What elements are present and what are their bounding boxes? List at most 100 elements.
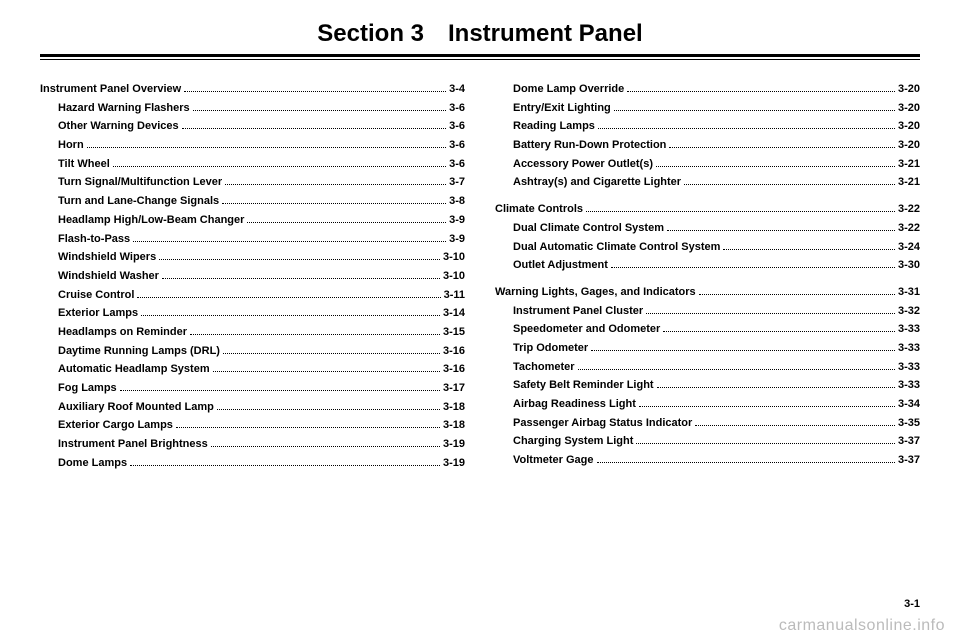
page-title: Section 3 Instrument Panel [40, 20, 920, 48]
toc-page: 3-33 [898, 376, 920, 395]
toc-leader-dots [627, 91, 895, 92]
toc-page: 3-37 [898, 432, 920, 451]
toc-left-column: Instrument Panel Overview 3-4Hazard Warni… [40, 80, 465, 472]
toc-entry: Charging System Light3-37 [495, 432, 920, 451]
toc-entry: Airbag Readiness Light3-34 [495, 395, 920, 414]
toc-entry: Entry/Exit Lighting3-20 [495, 99, 920, 118]
toc-entry: Safety Belt Reminder Light 3-33 [495, 376, 920, 395]
toc-entry: Other Warning Devices3-6 [40, 117, 465, 136]
toc-label: Instrument Panel Overview [40, 80, 181, 99]
toc-entry: Battery Run-Down Protection3-20 [495, 136, 920, 155]
toc-page: 3-33 [898, 320, 920, 339]
toc-heading: Climate Controls3-22 [495, 200, 920, 219]
toc-leader-dots [586, 211, 895, 212]
toc-label: Tachometer [513, 358, 575, 377]
toc-entry: Turn and Lane-Change Signals 3-8 [40, 192, 465, 211]
toc-leader-dots [141, 315, 440, 316]
toc-entry: Dome Lamps3-19 [40, 454, 465, 473]
toc-entry: Outlet Adjustment3-30 [495, 256, 920, 275]
toc-label: Outlet Adjustment [513, 256, 608, 275]
toc-label: Reading Lamps [513, 117, 595, 136]
toc-page: 3-24 [898, 238, 920, 257]
toc-page: 3-16 [443, 342, 465, 361]
toc-leader-dots [598, 128, 895, 129]
toc-leader-dots [578, 369, 895, 370]
toc-leader-dots [184, 91, 446, 92]
toc-page: 3-16 [443, 360, 465, 379]
toc-entry: Fog Lamps 3-17 [40, 379, 465, 398]
toc-label: Turn and Lane-Change Signals [58, 192, 219, 211]
toc-label: Headlamps on Reminder [58, 323, 187, 342]
toc-page: 3-35 [898, 414, 920, 433]
toc-leader-dots [611, 267, 895, 268]
toc-leader-dots [646, 313, 895, 314]
toc-leader-dots [223, 353, 440, 354]
toc-page: 3-18 [443, 416, 465, 435]
toc-label: Dome Lamp Override [513, 80, 624, 99]
toc-leader-dots [159, 259, 440, 260]
toc-leader-dots [193, 110, 446, 111]
toc-label: Dome Lamps [58, 454, 127, 473]
toc-page: 3-33 [898, 339, 920, 358]
toc-entry: Cruise Control3-11 [40, 286, 465, 305]
toc-label: Dual Automatic Climate Control System [513, 238, 720, 257]
toc-page: 3-21 [898, 155, 920, 174]
toc-label: Windshield Wipers [58, 248, 156, 267]
toc-entry: Hazard Warning Flashers3-6 [40, 99, 465, 118]
toc-entry: Dome Lamp Override3-20 [495, 80, 920, 99]
toc-entry: Turn Signal/Multifunction Lever 3-7 [40, 173, 465, 192]
toc-page: 3-37 [898, 451, 920, 470]
toc-entry: Passenger Airbag Status Indicator3-35 [495, 414, 920, 433]
toc-leader-dots [217, 409, 440, 410]
toc-entry: Instrument Panel Cluster3-32 [495, 302, 920, 321]
toc-label: Other Warning Devices [58, 117, 179, 136]
watermark: carmanualsonline.info [779, 617, 945, 635]
toc-page: 3-14 [443, 304, 465, 323]
toc-entry: Headlamps on Reminder 3-15 [40, 323, 465, 342]
toc-leader-dots [636, 443, 895, 444]
toc-label: Instrument Panel Cluster [513, 302, 643, 321]
toc-label: Safety Belt Reminder Light [513, 376, 654, 395]
toc-leader-dots [162, 278, 440, 279]
toc-leader-dots [130, 465, 440, 466]
toc-page: 3-34 [898, 395, 920, 414]
toc-entry: Trip Odometer3-33 [495, 339, 920, 358]
toc-page: 3-19 [443, 435, 465, 454]
toc-label: Headlamp High/Low-Beam Changer [58, 211, 244, 230]
divider-top [40, 54, 920, 60]
toc-entry: Exterior Cargo Lamps3-18 [40, 416, 465, 435]
toc-entry: Speedometer and Odometer3-33 [495, 320, 920, 339]
toc-leader-dots [597, 462, 895, 463]
toc-leader-dots [639, 406, 895, 407]
toc-entry: Tilt Wheel3-6 [40, 155, 465, 174]
toc-label: Flash-to-Pass [58, 230, 130, 249]
toc-page: 3-6 [449, 136, 465, 155]
toc-leader-dots [137, 297, 440, 298]
toc-label: Accessory Power Outlet(s) [513, 155, 653, 174]
toc-right-column: Dome Lamp Override3-20Entry/Exit Lightin… [495, 80, 920, 472]
toc-entry: Voltmeter Gage 3-37 [495, 451, 920, 470]
toc-label: Voltmeter Gage [513, 451, 594, 470]
toc-leader-dots [190, 334, 440, 335]
toc-page: 3-4 [449, 80, 465, 99]
toc-page: 3-17 [443, 379, 465, 398]
toc-label: Turn Signal/Multifunction Lever [58, 173, 222, 192]
toc-entry: Instrument Panel Brightness3-19 [40, 435, 465, 454]
toc-label: Battery Run-Down Protection [513, 136, 666, 155]
toc-page: 3-8 [449, 192, 465, 211]
toc-label: Entry/Exit Lighting [513, 99, 611, 118]
toc-columns: Instrument Panel Overview 3-4Hazard Warni… [40, 80, 920, 472]
toc-label: Exterior Lamps [58, 304, 138, 323]
toc-entry: Automatic Headlamp System3-16 [40, 360, 465, 379]
toc-page: 3-15 [443, 323, 465, 342]
toc-entry: Accessory Power Outlet(s) 3-21 [495, 155, 920, 174]
toc-entry: Reading Lamps3-20 [495, 117, 920, 136]
toc-page: 3-7 [449, 173, 465, 192]
toc-label: Horn [58, 136, 84, 155]
toc-label: Auxiliary Roof Mounted Lamp [58, 398, 214, 417]
toc-page: 3-18 [443, 398, 465, 417]
toc-entry: Daytime Running Lamps (DRL)3-16 [40, 342, 465, 361]
toc-label: Fog Lamps [58, 379, 117, 398]
toc-heading: Warning Lights, Gages, and Indicators3-3… [495, 283, 920, 302]
toc-entry: Dual Automatic Climate Control System 3-2… [495, 238, 920, 257]
